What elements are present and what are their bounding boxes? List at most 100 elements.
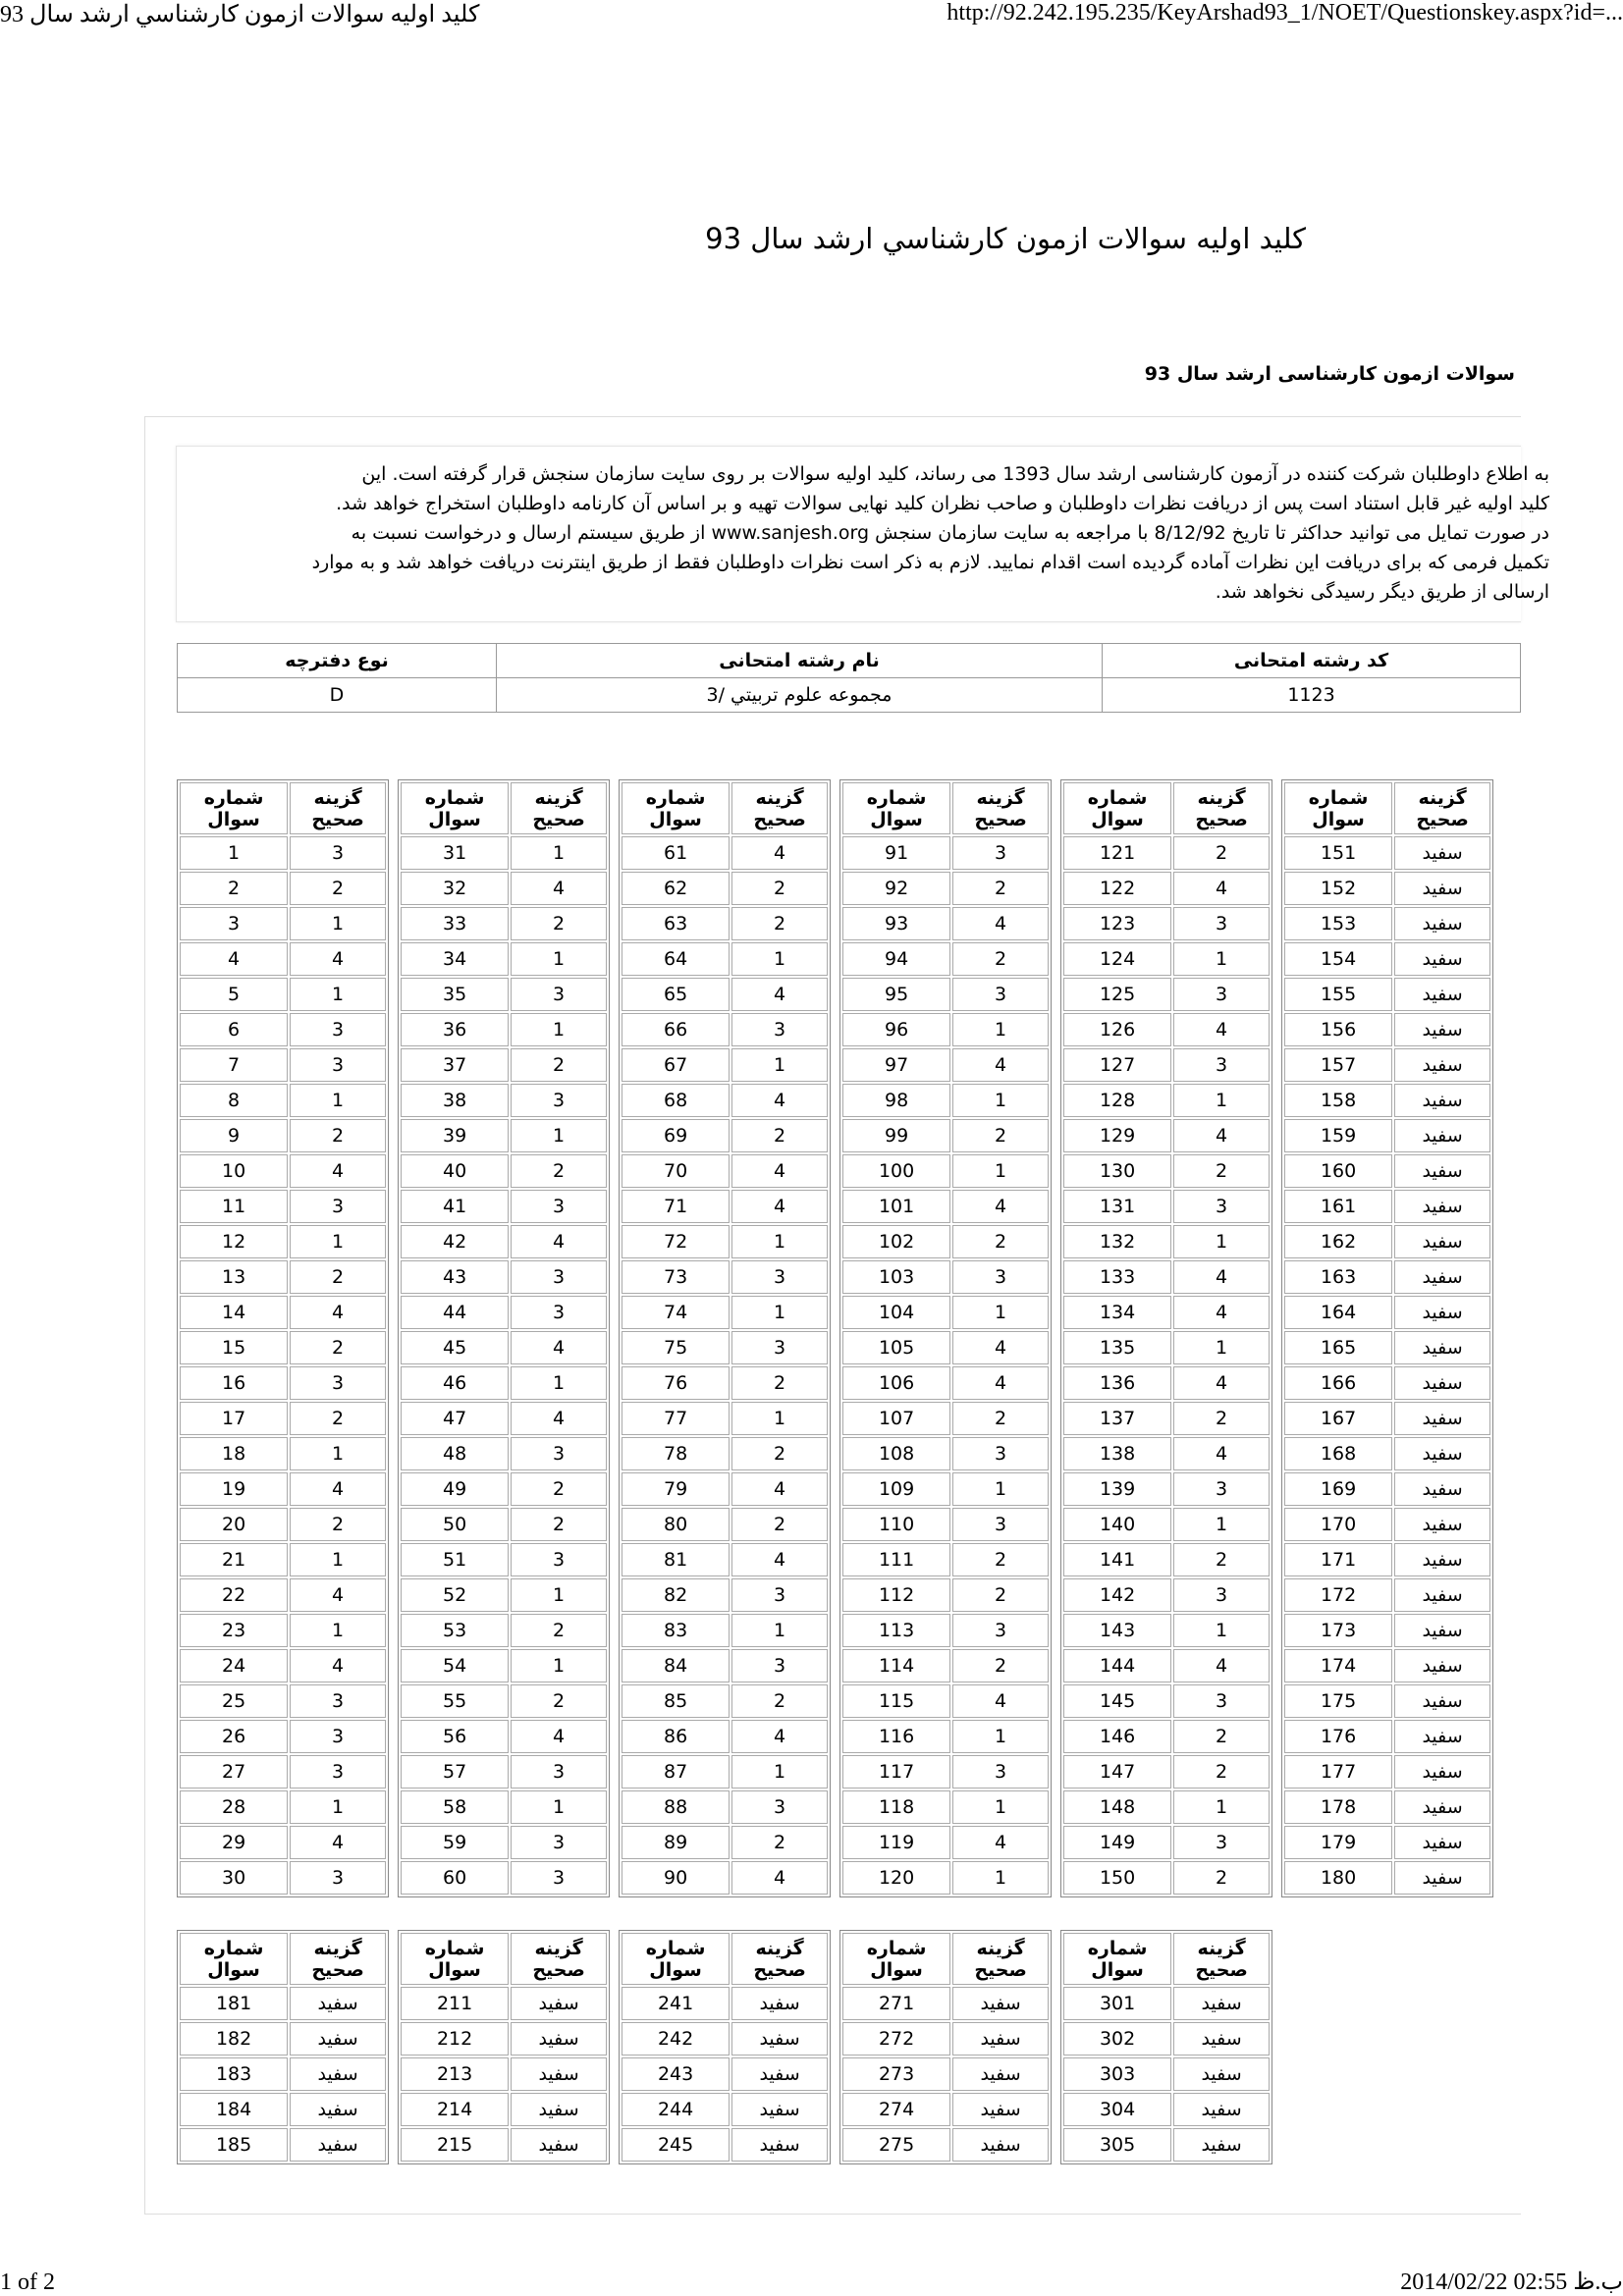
subtitle: سوالات ازمون کارشناسی ارشد سال 93 xyxy=(1144,363,1515,385)
correct-answer: 2 xyxy=(952,1578,1049,1612)
question-number: 305 xyxy=(1063,2128,1172,2162)
correct-answer: 2 xyxy=(1173,836,1270,870)
key-row: 33 2 xyxy=(401,907,607,940)
correct-answer: سفید xyxy=(1394,1437,1490,1470)
correct-answer: 4 xyxy=(290,1154,386,1188)
key-row: 97 4 xyxy=(842,1048,1049,1082)
question-number: 30 xyxy=(180,1861,289,1895)
correct-answer: 3 xyxy=(952,1260,1049,1294)
question-number: 104 xyxy=(842,1296,951,1329)
correct-answer: 3 xyxy=(952,1508,1049,1541)
key-header-row: شماره سوال گزینه صحیح xyxy=(622,1933,828,1985)
question-number: 157 xyxy=(1284,1048,1393,1082)
question-number: 149 xyxy=(1063,1826,1172,1859)
question-number: 121 xyxy=(1063,836,1172,870)
correct-answer: 3 xyxy=(1173,1826,1270,1859)
question-number: 40 xyxy=(401,1154,510,1188)
question-number: 63 xyxy=(622,907,730,940)
correct-answer: 4 xyxy=(290,942,386,976)
correct-answer: 3 xyxy=(290,1013,386,1046)
key-row: 142 3 xyxy=(1063,1578,1270,1612)
content-box xyxy=(144,416,1521,2215)
key-row: 41 3 xyxy=(401,1190,607,1223)
key-row: 242 سفید xyxy=(622,2022,828,2056)
key-row: 109 1 xyxy=(842,1472,1049,1506)
key-row: 131 3 xyxy=(1063,1190,1270,1223)
question-number: 47 xyxy=(401,1402,510,1435)
question-number: 161 xyxy=(1284,1190,1393,1223)
key-table: شماره سوال گزینه صحیح 181 سفید 182 سفید 183 سفی… xyxy=(177,1930,389,2164)
question-number: 75 xyxy=(622,1331,730,1364)
correct-answer: 1 xyxy=(952,1861,1049,1895)
correct-answer: 1 xyxy=(290,1543,386,1576)
question-number: 273 xyxy=(842,2057,951,2091)
correct-answer: 2 xyxy=(731,1684,828,1718)
key-row: 153 سفید xyxy=(1284,907,1490,940)
correct-answer: سفید xyxy=(290,2128,386,2162)
key-row: 99 2 xyxy=(842,1119,1049,1152)
question-number: 23 xyxy=(180,1614,289,1647)
key-row: 154 سفید xyxy=(1284,942,1490,976)
question-number: 4 xyxy=(180,942,289,976)
question-number: 22 xyxy=(180,1578,289,1612)
correct-answer: سفید xyxy=(1394,1154,1490,1188)
question-number: 57 xyxy=(401,1755,510,1789)
key-row: 47 4 xyxy=(401,1402,607,1435)
correct-answer: سفید xyxy=(1394,978,1490,1011)
correct-answer: سفید xyxy=(731,2057,828,2091)
question-number: 148 xyxy=(1063,1790,1172,1824)
key-row: 93 4 xyxy=(842,907,1049,940)
question-number: 33 xyxy=(401,907,510,940)
print-footer-date: 2014/02/22 02:55 ب.ظ xyxy=(1400,2269,1623,2295)
key-row: 104 1 xyxy=(842,1296,1049,1329)
question-number: 165 xyxy=(1284,1331,1393,1364)
correct-answer: 1 xyxy=(1173,1614,1270,1647)
correct-answer: 1 xyxy=(290,1225,386,1258)
correct-answer: 4 xyxy=(1173,1366,1270,1400)
notice-line: کلید اولیه غیر قابل استناد است پس از دری… xyxy=(336,493,1549,514)
key-table: شماره سوال گزینه صحیح 91 3 92 2 93 4 94 2 95 3 96 1 97… xyxy=(839,779,1052,1897)
question-number: 58 xyxy=(401,1790,510,1824)
correct-answer: 3 xyxy=(511,1084,607,1117)
key-row: 27 3 xyxy=(180,1755,386,1789)
question-number: 173 xyxy=(1284,1614,1393,1647)
question-number: 37 xyxy=(401,1048,510,1082)
correct-answer: 2 xyxy=(511,1154,607,1188)
correct-answer: سفید xyxy=(952,2057,1049,2091)
question-number: 55 xyxy=(401,1684,510,1718)
question-number: 102 xyxy=(842,1225,951,1258)
question-number: 122 xyxy=(1063,872,1172,905)
question-number: 162 xyxy=(1284,1225,1393,1258)
key-row: 86 4 xyxy=(622,1720,828,1753)
question-number: 42 xyxy=(401,1225,510,1258)
question-number: 128 xyxy=(1063,1084,1172,1117)
correct-answer: 2 xyxy=(952,872,1049,905)
question-number: 141 xyxy=(1063,1543,1172,1576)
correct-answer: 1 xyxy=(1173,1084,1270,1117)
question-number: 127 xyxy=(1063,1048,1172,1082)
key-row: 85 2 xyxy=(622,1684,828,1718)
key-row: 155 سفید xyxy=(1284,978,1490,1011)
question-number: 56 xyxy=(401,1720,510,1753)
correct-answer: 4 xyxy=(290,1649,386,1682)
key-row: 132 1 xyxy=(1063,1225,1270,1258)
question-number: 114 xyxy=(842,1649,951,1682)
key-row: 13 2 xyxy=(180,1260,386,1294)
question-number: 113 xyxy=(842,1614,951,1647)
key-row: 100 1 xyxy=(842,1154,1049,1188)
correct-answer: سفید xyxy=(731,2093,828,2126)
question-number: 124 xyxy=(1063,942,1172,976)
key-row: 60 3 xyxy=(401,1861,607,1895)
question-number: 168 xyxy=(1284,1437,1393,1470)
question-number: 180 xyxy=(1284,1861,1393,1895)
question-number: 156 xyxy=(1284,1013,1393,1046)
key-row: 166 سفید xyxy=(1284,1366,1490,1400)
question-number: 140 xyxy=(1063,1508,1172,1541)
question-number: 21 xyxy=(180,1543,289,1576)
correct-answer: 3 xyxy=(290,1861,386,1895)
correct-answer: سفید xyxy=(1394,1614,1490,1647)
key-header: شماره سوال xyxy=(401,782,510,834)
key-row: 79 4 xyxy=(622,1472,828,1506)
key-row: 92 2 xyxy=(842,872,1049,905)
key-row: 38 3 xyxy=(401,1084,607,1117)
